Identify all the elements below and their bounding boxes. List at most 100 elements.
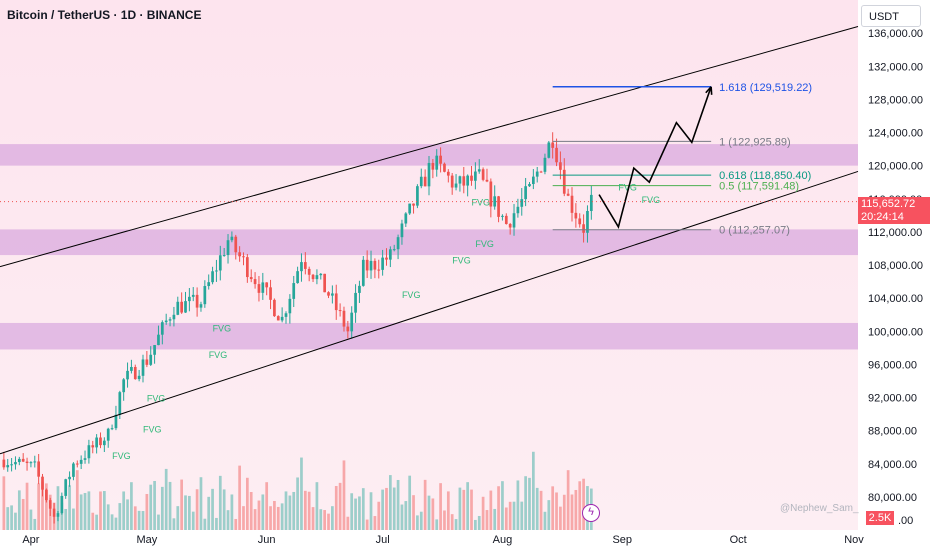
candle-body: [17, 458, 21, 463]
volume-bar: [385, 487, 388, 530]
volume-bar: [114, 517, 118, 530]
volume-bar: [408, 475, 412, 530]
candle-body: [462, 176, 466, 186]
volume-bar: [203, 518, 207, 530]
fib-level-label: 0 (112,257.07): [719, 225, 790, 237]
volume-bar: [191, 511, 195, 530]
candle-body: [226, 240, 230, 256]
volume-bar: [582, 478, 585, 530]
candle-body: [377, 269, 381, 271]
candle-body: [33, 461, 37, 463]
volume-bar: [68, 485, 71, 530]
volume-bar: [122, 491, 126, 530]
candle-body: [427, 162, 431, 187]
fib-level-label: 1.618 (129,519.22): [719, 82, 812, 94]
candle-body: [160, 322, 164, 335]
volume-bar: [60, 502, 64, 530]
volume-bar: [489, 490, 493, 530]
candle-body: [284, 313, 288, 317]
volume-bar: [559, 506, 562, 530]
candle-body: [238, 252, 241, 257]
volume-bar: [508, 501, 512, 530]
candle-body: [338, 310, 342, 312]
candle-body: [369, 260, 373, 271]
volume-bar: [110, 514, 114, 530]
candle-body: [582, 224, 585, 233]
candle-body: [443, 163, 446, 172]
volume-bar: [315, 482, 319, 530]
y-tick-label: 124,000.00: [868, 128, 923, 140]
volume-bar: [555, 492, 558, 530]
candle-body: [520, 199, 524, 207]
candle-body: [454, 183, 458, 188]
y-tick-label: 100,000.00: [868, 326, 923, 338]
candle-body: [153, 345, 156, 355]
candle-body: [431, 162, 435, 170]
volume-bar: [551, 486, 555, 530]
candle-body: [21, 458, 25, 462]
y-tick-label: 136,000.00: [868, 28, 923, 40]
candle-body: [474, 171, 477, 181]
lightning-icon[interactable]: ϟ: [582, 504, 600, 522]
candle-body: [230, 236, 234, 241]
price-zone: [0, 144, 858, 166]
volume-bar: [319, 509, 323, 530]
candle-body: [311, 274, 315, 280]
volume-bar: [91, 512, 95, 530]
candle-body: [164, 320, 168, 323]
candle-body: [83, 458, 87, 460]
volume-bar: [222, 489, 226, 530]
volume-bar: [149, 484, 153, 530]
projection-arrowhead: [705, 86, 713, 95]
y-tick-label: 84,000.00: [868, 459, 917, 471]
candle-body: [288, 298, 292, 314]
volume-bar: [207, 496, 211, 530]
candle-body: [354, 292, 357, 313]
x-tick-label: Aug: [493, 534, 513, 546]
volume-bar: [280, 503, 284, 530]
volume-bar: [188, 495, 191, 530]
fvg-label: FVG: [402, 290, 421, 300]
volume-bar: [242, 506, 245, 530]
candle-body: [477, 169, 481, 172]
candle-body: [168, 319, 172, 321]
fib-level-label: 0.5 (117,591.48): [719, 181, 799, 193]
candle-body: [551, 142, 555, 148]
candle-body: [2, 459, 6, 468]
volume-bar: [257, 500, 261, 530]
candle-body: [543, 157, 547, 172]
candle-body: [180, 301, 184, 313]
volume-bar: [547, 500, 551, 530]
volume-bar: [531, 451, 535, 530]
volume-bar: [512, 501, 516, 530]
volume-bar: [524, 476, 527, 530]
volume-bar: [578, 481, 582, 530]
volume-bar: [431, 498, 435, 530]
candle-body: [578, 218, 582, 225]
candle-body: [512, 213, 516, 228]
fvg-label: FVG: [143, 424, 162, 434]
volume-bar: [29, 509, 33, 530]
volume-bar: [10, 505, 13, 530]
currency-unit-button[interactable]: USDT: [861, 5, 921, 27]
candle-body: [122, 379, 126, 393]
candle-body: [435, 155, 439, 170]
fvg-label: FVG: [452, 255, 471, 265]
candle-body: [41, 476, 44, 490]
volume-bar: [56, 486, 60, 530]
candle-body: [466, 175, 470, 186]
volume-bar: [427, 495, 431, 530]
candle-body: [481, 169, 485, 180]
y-tick-label: 108,000.00: [868, 260, 923, 272]
candle-body: [79, 459, 83, 464]
volume-bar: [454, 519, 458, 530]
candle-body: [361, 259, 365, 286]
volume-bar: [516, 480, 520, 530]
candle-body: [450, 175, 454, 188]
candle-body: [547, 142, 551, 158]
candle-body: [296, 271, 299, 284]
volume-bar: [443, 510, 446, 530]
x-tick-label: Jun: [258, 534, 276, 546]
fvg-label: FVG: [213, 323, 232, 333]
